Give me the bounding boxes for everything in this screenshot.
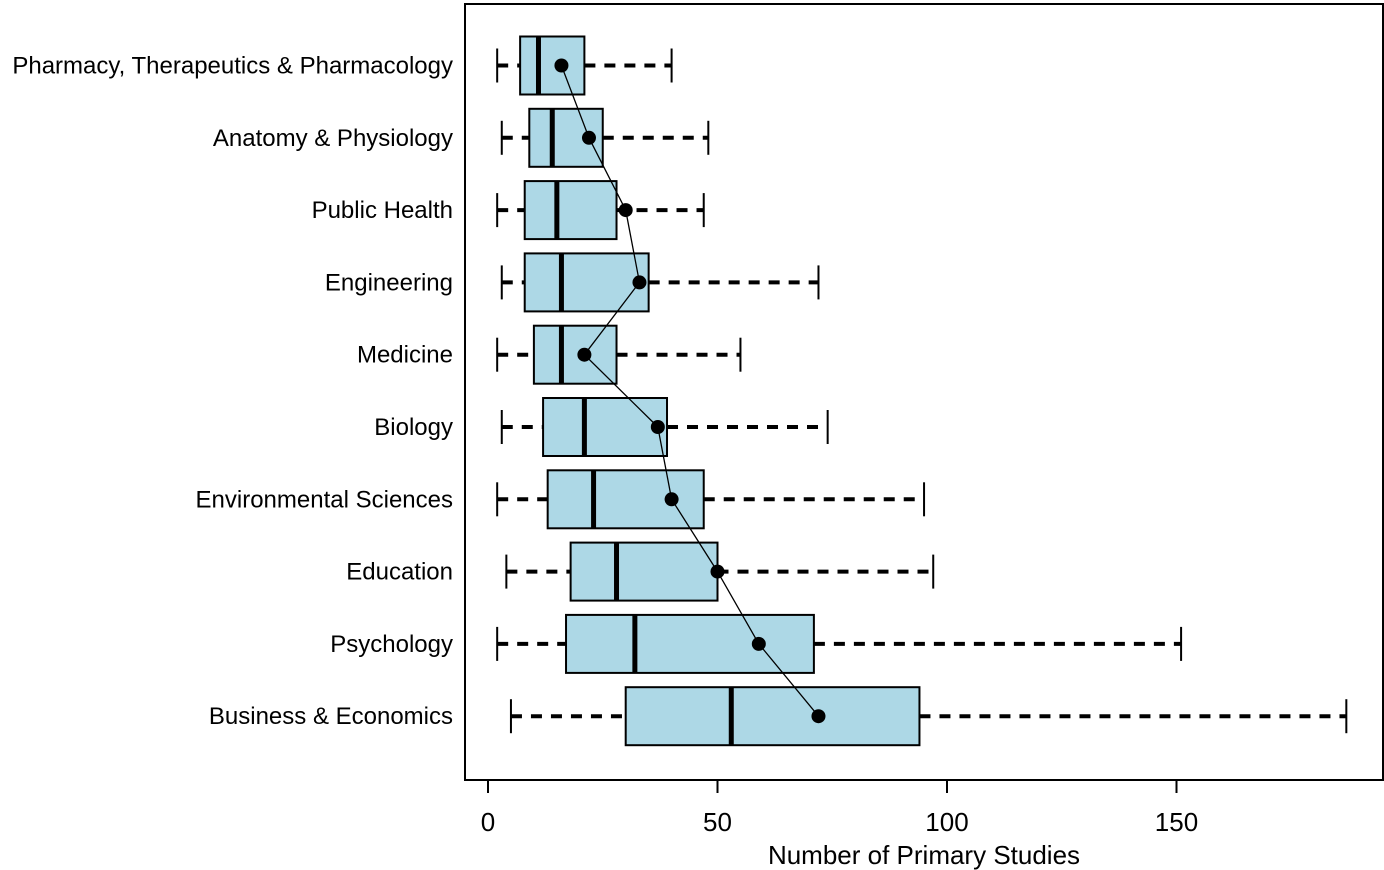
boxplot-row-environmental-sciences: [496, 469, 926, 530]
boxplot-row-public-health: [496, 180, 705, 241]
category-label: Education: [346, 559, 453, 586]
iqr-box: [523, 180, 618, 241]
mean-point: [751, 636, 766, 651]
category-label: Public Health: [312, 197, 453, 224]
x-axis-tick-label: 0: [481, 807, 495, 837]
mean-point: [650, 420, 665, 434]
category-label: Medicine: [357, 342, 453, 369]
iqr-box: [542, 397, 669, 457]
boxplot-row-anatomy-physiology: [500, 107, 710, 168]
x-axis-tick-label: 150: [1155, 807, 1198, 837]
category-label: Psychology: [330, 631, 453, 658]
x-axis-title: Number of Primary Studies: [768, 840, 1080, 870]
category-label: Business & Economics: [209, 703, 453, 730]
mean-point: [811, 709, 826, 724]
iqr-box: [519, 35, 586, 96]
boxplot-row-medicine: [496, 324, 742, 385]
mean-point: [581, 130, 596, 145]
iqr-box: [523, 252, 650, 313]
boxplot-row-pharmacy-therapeutics-pharmacology: [496, 35, 673, 96]
mean-point: [710, 564, 725, 579]
mean-point: [554, 58, 569, 73]
category-label: Anatomy & Physiology: [213, 125, 453, 152]
iqr-box: [569, 541, 719, 602]
iqr-box: [546, 469, 705, 530]
category-label: Biology: [374, 414, 453, 441]
boxplot-row-engineering: [500, 252, 820, 313]
boxplot-row-biology: [500, 397, 829, 457]
mean-trend-line: [560, 65, 819, 717]
plot-border: [464, 3, 1384, 781]
mean-point: [618, 203, 633, 218]
iqr-box: [532, 324, 618, 385]
category-label: Pharmacy, Therapeutics & Pharmacology: [12, 53, 453, 80]
category-label: Environmental Sciences: [196, 486, 453, 513]
mean-point: [664, 492, 679, 507]
boxplot-row-education: [505, 541, 935, 602]
iqr-box: [565, 613, 815, 674]
mean-point: [577, 347, 592, 362]
x-axis-tick-label: 100: [925, 807, 968, 837]
iqr-box: [624, 686, 921, 747]
x-axis-tick-label: 50: [703, 807, 732, 837]
mean-point: [632, 275, 647, 290]
category-label: Engineering: [325, 269, 453, 296]
boxplot-row-business-economics: [509, 686, 1348, 747]
boxplot-row-psychology: [496, 613, 1183, 674]
